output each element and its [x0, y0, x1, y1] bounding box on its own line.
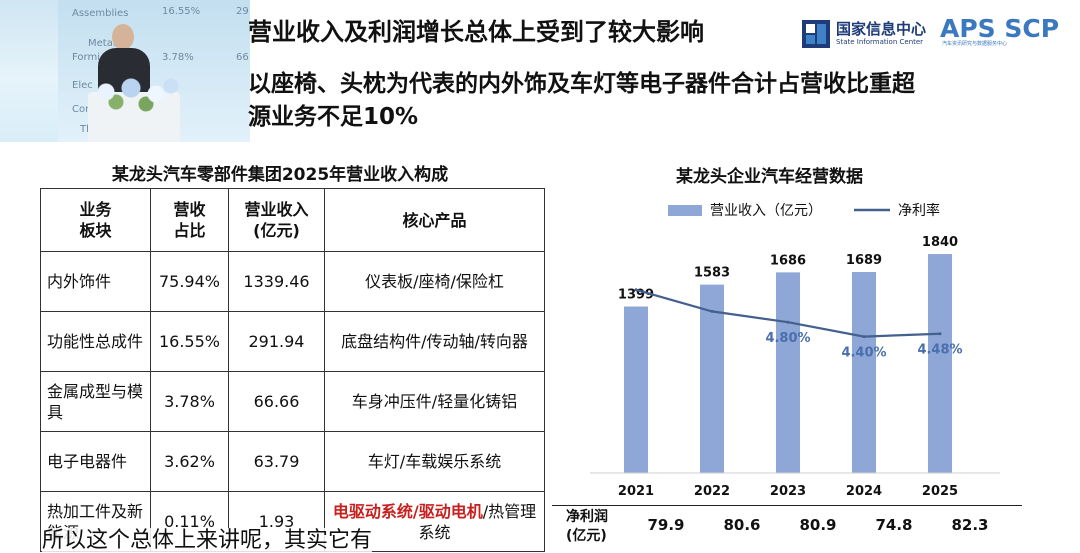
net-profit-row: 净利润 (亿元) 79.9 80.6 80.9 74.8 82.3	[552, 505, 1022, 544]
cell-products: 仪表板/座椅/保险杠	[324, 251, 545, 312]
inset-text: Con	[72, 104, 92, 115]
speaker-head	[112, 24, 134, 50]
inset-text: Formi	[72, 52, 100, 63]
x-tick-label: 2023	[770, 484, 806, 499]
net-margin-point	[634, 288, 638, 292]
subheadline-line-1: 以座椅、头枕为代表的内外饰及车灯等电子器件合计占营收比重超	[248, 71, 915, 97]
chart-title: 某龙头企业汽车经营数据	[676, 167, 863, 187]
net-profit-label: 净利润 (亿元)	[566, 509, 608, 544]
speaker-video-inset: Assemblies 16.55% 29 Metal Formi 3.78% 6…	[0, 0, 250, 142]
sic-logo-english: State Information Center	[836, 38, 924, 46]
inset-text: 16.55%	[162, 6, 201, 17]
net-margin-label: 4.80%	[765, 331, 810, 346]
net-profit-value: 79.9	[647, 516, 685, 534]
cell-share: 75.94%	[150, 251, 229, 312]
bar-value-label: 1583	[694, 266, 730, 281]
table-row: 功能性总成件 16.55% 291.94 底盘结构件/传动轴/转向器	[40, 311, 545, 372]
aps-scp-logo-subtitle: 汽车资讯研究与数据服务中心	[942, 41, 1008, 47]
sic-mark-icon	[802, 20, 830, 48]
cell-revenue: 291.94	[228, 311, 325, 372]
inset-text: Assemblies	[72, 8, 129, 19]
slide-headline: 营业收入及利润增长总体上受到了较大影响	[248, 18, 704, 46]
legend-bar-label: 营业收入（亿元）	[710, 203, 822, 219]
cell-products: 车身冲压件/轻量化铸铝	[324, 371, 545, 432]
cell-products: 底盘结构件/传动轴/转向器	[324, 311, 545, 372]
products-rest: /热管理系统	[418, 501, 537, 542]
cell-revenue: 1339.46	[228, 251, 325, 312]
table-row: 内外饰件 75.94% 1339.46 仪表板/座椅/保险杠	[40, 251, 545, 312]
net-profit-value: 74.8	[875, 516, 913, 534]
inset-text: Metal	[88, 38, 116, 49]
table-title: 某龙头汽车零部件集团2025年营业收入构成	[111, 165, 449, 185]
net-margin-point	[938, 332, 942, 336]
net-margin-point	[786, 320, 790, 324]
header-segment: 业务 板块	[40, 188, 151, 252]
header-revenue: 营业收入 (亿元)	[228, 188, 325, 252]
aps-scp-logo: APS SCP	[940, 14, 1060, 43]
cell-revenue: 63.79	[228, 431, 325, 492]
bar-revenue	[700, 284, 724, 473]
net-profit-value: 80.6	[723, 516, 761, 534]
slide-subheadline: 以座椅、头枕为代表的内外饰及车灯等电子器件合计占营收比重超 源业务不足10%	[248, 68, 915, 134]
x-tick-label: 2022	[694, 484, 730, 499]
table-row: 电子电器件 3.62% 63.79 车灯/车载娱乐系统	[40, 431, 545, 492]
net-margin-point	[710, 309, 714, 313]
cell-segment: 电子电器件	[40, 431, 151, 492]
revenue-composition-table: 业务 板块 营收 占比 营业收入 (亿元) 核心产品 内外饰件 75.94% 1…	[40, 188, 545, 552]
bar-value-label: 1686	[770, 253, 806, 268]
net-margin-point	[862, 335, 866, 339]
net-profit-value: 82.3	[951, 516, 989, 534]
x-tick-label: 2024	[846, 484, 882, 499]
state-information-center-logo: 国家信息中心 State Information Center	[802, 18, 932, 50]
legend-bar-swatch	[668, 205, 702, 216]
cell-products: 车灯/车载娱乐系统	[324, 431, 545, 492]
table-header-row: 业务 板块 营收 占比 营业收入 (亿元) 核心产品	[40, 188, 545, 252]
sic-logo-chinese: 国家信息中心	[836, 20, 927, 38]
header-products: 核心产品	[324, 188, 545, 252]
net-profit-value: 80.9	[799, 516, 837, 534]
cell-share: 16.55%	[150, 311, 229, 372]
legend-line-label: 净利率	[898, 202, 940, 219]
inset-text: 3.78%	[162, 52, 194, 63]
inset-text: Elec	[72, 80, 93, 91]
inset-text: 66	[236, 52, 249, 63]
flower-arrangement	[86, 72, 186, 112]
header-share: 营收 占比	[150, 188, 229, 252]
operating-data-chart: 营业收入（亿元） 净利率13992021158320221686202316892…	[590, 202, 1000, 499]
cell-share: 3.78%	[150, 371, 229, 432]
cell-share: 3.62%	[150, 431, 229, 492]
x-tick-label: 2025	[922, 484, 958, 499]
cell-products: 电驱动系统/驱动电机/热管理系统	[324, 491, 545, 552]
bar-value-label: 1689	[846, 253, 882, 268]
cell-revenue: 66.66	[228, 371, 325, 432]
bar-revenue	[776, 272, 800, 473]
products-highlight: 电驱动系统/驱动电机	[332, 501, 483, 521]
inset-text: Th	[80, 124, 93, 135]
subheadline-line-2: 源业务不足10%	[248, 104, 419, 130]
bar-revenue	[928, 254, 952, 473]
table-row: 金属成型与模具 3.78% 66.66 车身冲压件/轻量化铸铝	[40, 371, 545, 432]
bar-revenue	[852, 272, 876, 473]
bar-revenue	[624, 306, 648, 473]
net-margin-label: 4.40%	[841, 346, 886, 361]
inset-text: 29	[236, 6, 249, 17]
bar-value-label: 1840	[922, 235, 958, 250]
net-margin-label: 4.48%	[917, 343, 962, 358]
video-subtitle-caption: 所以这个总体上来讲呢，其实它有	[42, 528, 373, 553]
cell-segment: 金属成型与模具	[40, 371, 151, 432]
x-tick-label: 2021	[618, 484, 654, 499]
cell-segment: 功能性总成件	[40, 311, 151, 372]
cell-segment: 内外饰件	[40, 251, 151, 312]
